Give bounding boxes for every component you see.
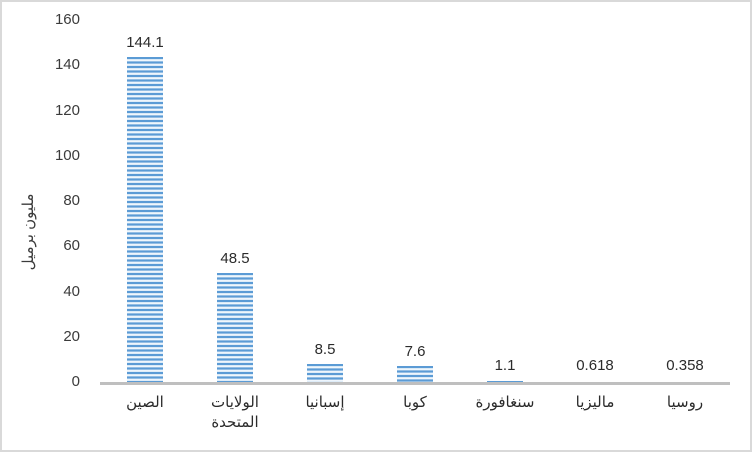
category-label: الصين (126, 394, 164, 411)
y-tick-label: 140 (54, 56, 80, 74)
value-label: 144.1 (126, 34, 164, 51)
y-tick-label: 60 (63, 237, 80, 255)
bar (307, 364, 343, 383)
y-tick-label: 160 (54, 11, 80, 28)
category-label: ماليزيا (575, 394, 615, 411)
category-label: الولايات المتحدة (211, 394, 259, 431)
value-label: 1.1 (494, 357, 516, 374)
x-axis-line (100, 382, 730, 385)
bar (397, 366, 433, 383)
y-tick-label: 120 (54, 101, 80, 119)
value-label: 48.5 (220, 250, 250, 267)
value-label: 8.5 (314, 341, 336, 358)
category-label: كوبا (403, 394, 427, 411)
value-label: 7.6 (404, 343, 426, 360)
y-tick-label: 20 (63, 327, 80, 345)
y-tick-label: 100 (54, 146, 80, 164)
y-tick-label: 40 (63, 282, 80, 300)
category-label: سنغافورة (475, 394, 535, 411)
bar (217, 273, 253, 383)
y-tick-label: 0 (71, 373, 80, 390)
category-label: روسيا (666, 394, 704, 411)
bar (127, 57, 163, 383)
value-label: 0.618 (576, 357, 614, 374)
value-label: 0.358 (666, 357, 704, 374)
y-tick-label: 80 (63, 192, 80, 209)
category-label: إسبانيا (305, 394, 345, 411)
